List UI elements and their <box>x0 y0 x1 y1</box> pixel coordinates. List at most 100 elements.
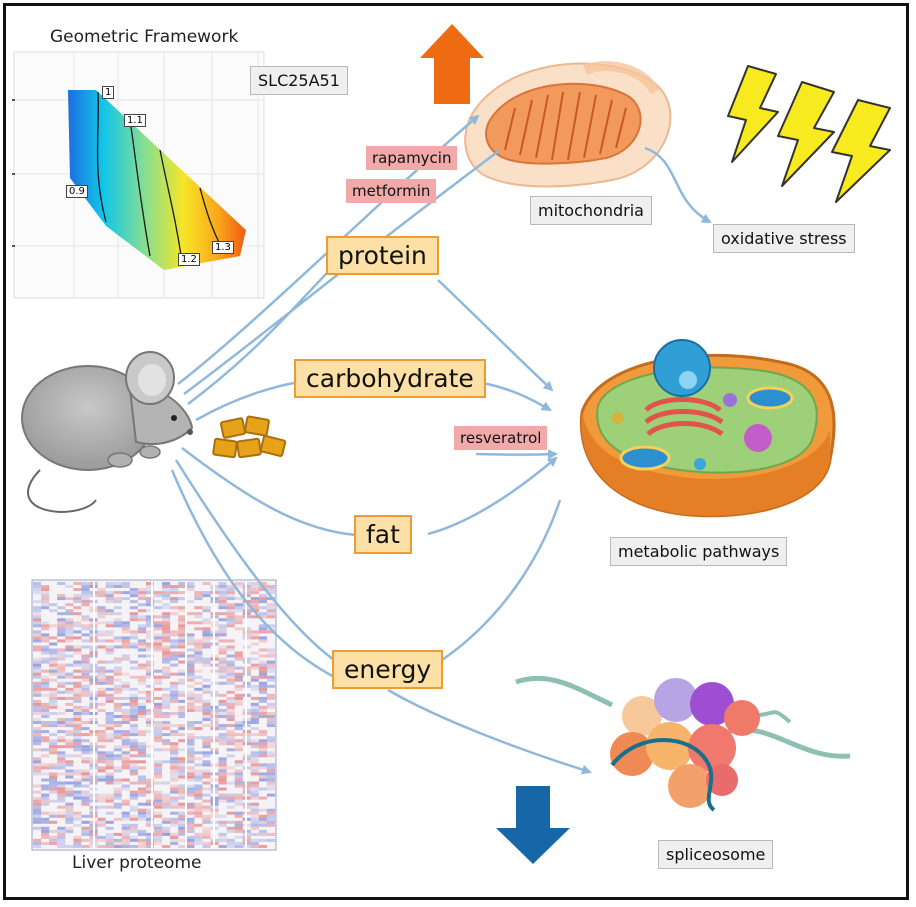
heatmap-cell <box>266 772 275 776</box>
heatmap-cell <box>129 845 138 848</box>
heatmap-cell <box>137 648 146 652</box>
heatmap-cell <box>33 826 42 830</box>
heatmap-cell <box>49 781 58 785</box>
heatmap-cell <box>121 778 130 782</box>
heatmap-cell <box>162 651 171 655</box>
heatmap-cell <box>258 615 267 619</box>
heatmap-cell <box>250 678 259 682</box>
heatmap-cell <box>202 769 211 773</box>
heatmap-cell <box>202 808 211 812</box>
heatmap-cell <box>226 712 235 715</box>
heatmap-cell <box>202 621 211 625</box>
heatmap-cell <box>162 715 171 718</box>
heatmap-cell <box>81 585 90 588</box>
heatmap-cell <box>49 603 58 607</box>
heatmap-cell <box>226 672 235 676</box>
heatmap-cell <box>121 624 130 628</box>
heatmap-cell <box>226 666 235 670</box>
heatmap-cell <box>105 754 114 758</box>
heatmap-cell <box>65 754 74 758</box>
heatmap-cell <box>226 585 235 588</box>
heatmap-cell <box>65 718 74 721</box>
heatmap-cell <box>65 763 74 767</box>
heatmap-cell <box>33 657 42 661</box>
heatmap-cell <box>170 585 179 588</box>
heatmap-cell <box>250 802 259 806</box>
heatmap-cell <box>57 657 66 661</box>
heatmap-cell <box>218 763 227 767</box>
heatmap-cell <box>65 621 74 625</box>
heatmap-cell <box>33 600 42 604</box>
geometric-framework-plot <box>12 51 265 299</box>
heatmap-cell <box>202 582 211 585</box>
heatmap-cell <box>145 669 154 673</box>
heatmap-cell <box>226 811 235 815</box>
heatmap-cell <box>113 636 122 640</box>
heatmap-cell <box>266 715 275 718</box>
heatmap-cell <box>218 633 227 637</box>
heatmap-cell <box>266 696 275 700</box>
heatmap-cell <box>145 832 154 836</box>
heatmap-cell <box>33 666 42 670</box>
heatmap-cell <box>218 709 227 712</box>
heatmap-cell <box>137 681 146 685</box>
heatmap-cell <box>65 787 74 791</box>
heatmap-cell <box>137 627 146 631</box>
heatmap-cell <box>81 633 90 637</box>
heatmap-cell <box>226 718 235 721</box>
heatmap-cell <box>65 597 74 601</box>
heatmap-cell <box>129 760 138 764</box>
heatmap-cell <box>178 748 187 752</box>
heatmap-cell <box>266 624 275 628</box>
heatmap-cell <box>105 793 114 797</box>
heatmap-cell <box>121 842 130 845</box>
heatmap-cell <box>202 781 211 785</box>
heatmap-cell <box>49 766 58 770</box>
heatmap-cell <box>65 618 74 622</box>
heatmap-cell <box>202 742 211 746</box>
heatmap-cell <box>49 702 58 706</box>
heatmap-cell <box>186 757 195 761</box>
heatmap-cell <box>145 621 154 625</box>
heatmap-cell <box>97 681 106 685</box>
heatmap-cell <box>97 709 106 712</box>
heatmap-cell <box>41 591 50 595</box>
heatmap-cell <box>129 829 138 833</box>
heatmap-cell <box>57 669 66 673</box>
heatmap-cell <box>33 645 42 649</box>
heatmap-cell <box>73 727 82 731</box>
heatmap-cell <box>41 835 50 839</box>
heatmap-cell <box>266 651 275 655</box>
heatmap-cell <box>154 648 163 652</box>
heatmap-cell <box>186 600 195 604</box>
heatmap-cell <box>33 675 42 679</box>
heatmap-cell <box>266 823 275 827</box>
heatmap-cell <box>202 690 211 694</box>
heatmap-cell <box>194 693 203 697</box>
heatmap-cell <box>170 835 179 839</box>
heatmap-cell <box>266 769 275 773</box>
heatmap-cell <box>178 654 187 658</box>
heatmap-cell <box>258 606 267 610</box>
heatmap-cell <box>266 678 275 682</box>
heatmap-cell <box>258 681 267 685</box>
heatmap-cell <box>145 823 154 827</box>
heatmap-cell <box>266 820 275 824</box>
heatmap-cell <box>33 588 42 591</box>
heatmap-cell <box>105 600 114 604</box>
heatmap-cell <box>202 829 211 833</box>
heatmap-cell <box>81 820 90 824</box>
heatmap-cell <box>57 766 66 770</box>
heatmap-cell <box>41 766 50 770</box>
heatmap-cell <box>154 715 163 718</box>
heatmap-cell <box>145 712 154 715</box>
heatmap-cell <box>258 684 267 688</box>
heatmap-cell <box>57 724 66 728</box>
heatmap-cell <box>194 772 203 776</box>
heatmap-cell <box>113 696 122 700</box>
heatmap-cell <box>97 835 106 839</box>
heatmap-cell <box>57 787 66 791</box>
heatmap-cell <box>97 823 106 827</box>
heatmap-cell <box>178 642 187 646</box>
heatmap-cell <box>129 817 138 821</box>
